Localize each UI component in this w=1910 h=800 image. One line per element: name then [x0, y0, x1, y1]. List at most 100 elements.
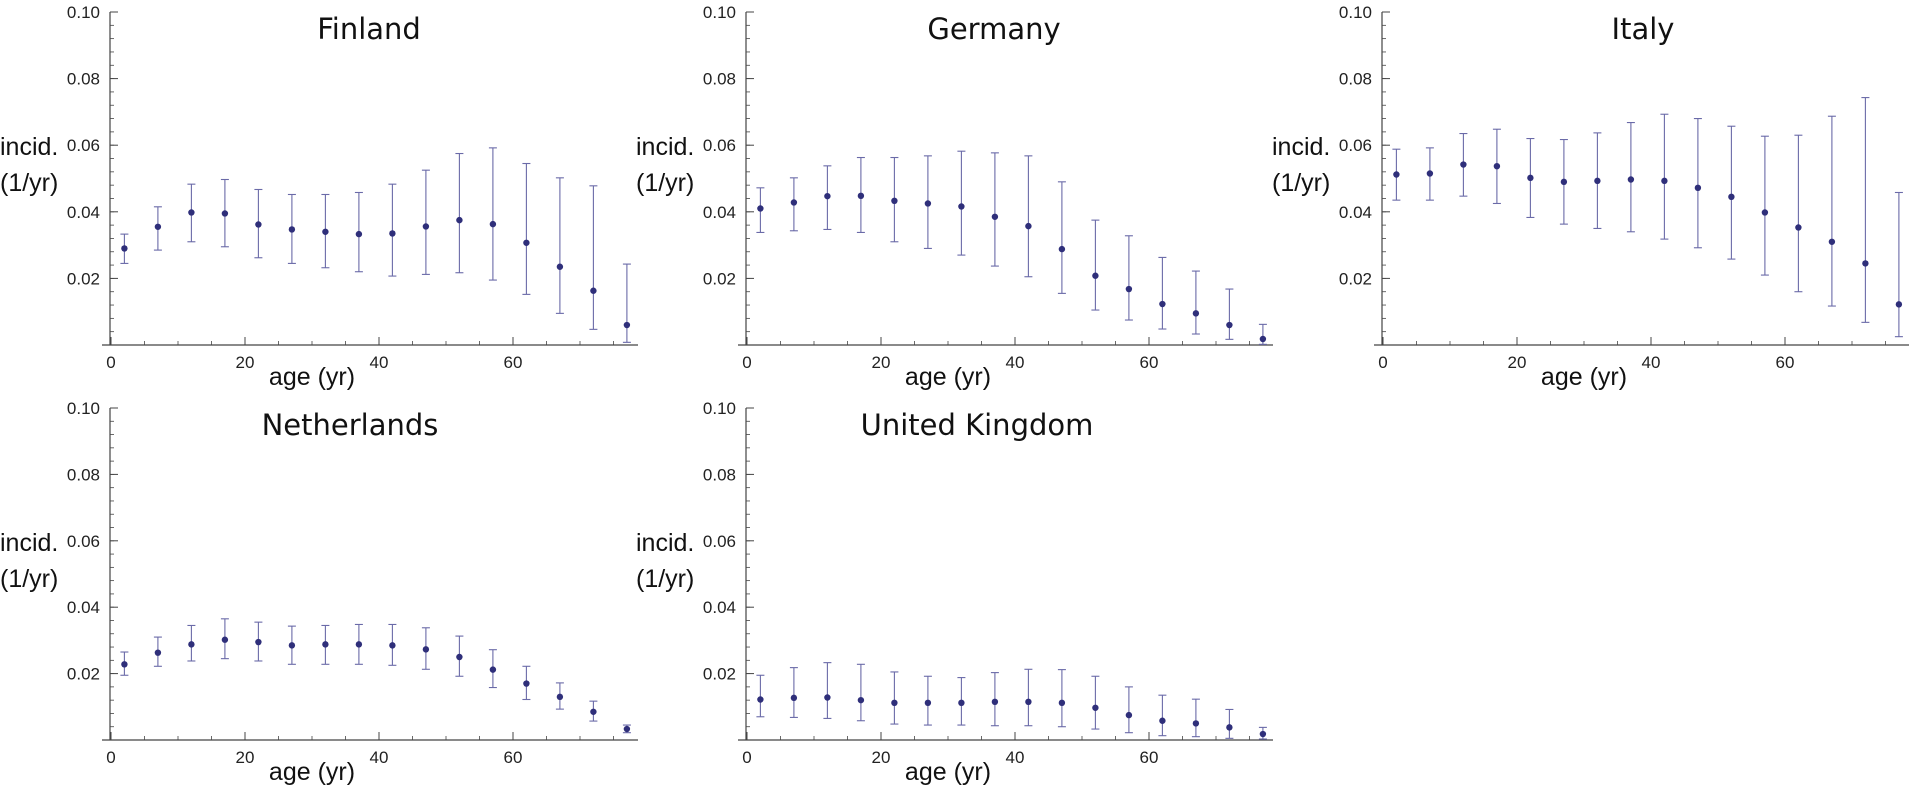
y-tick-label: 0.10 — [67, 3, 100, 22]
data-point — [590, 708, 597, 715]
x-axis-label: age (yr) — [1541, 363, 1627, 391]
y-tick-label: 0.06 — [67, 532, 100, 551]
data-point — [757, 696, 764, 703]
y-tick-label: 0.08 — [703, 70, 736, 89]
y-tick-label: 0.10 — [1339, 3, 1372, 22]
data-point — [1159, 300, 1166, 308]
data-point — [255, 638, 262, 646]
y-axis-label: incid. — [636, 529, 694, 557]
y-tick-label: 0.10 — [703, 399, 736, 418]
data-point — [221, 210, 229, 217]
error-bar — [1024, 155, 1033, 278]
data-point — [255, 221, 262, 228]
y-tick-label: 0.02 — [67, 269, 100, 288]
data-point — [1828, 238, 1836, 245]
x-tick-label: 0 — [106, 353, 115, 372]
data-point — [991, 698, 999, 706]
y-tick-label: 0.02 — [67, 665, 100, 684]
data-point — [1761, 209, 1769, 216]
data-point — [1092, 272, 1099, 279]
data-point — [456, 653, 463, 661]
error-bar — [890, 671, 899, 725]
data-point — [489, 220, 497, 228]
error-bar — [1158, 694, 1167, 737]
x-tick-label: 60 — [504, 748, 523, 767]
x-tick-label: 60 — [1776, 353, 1795, 372]
data-point — [322, 228, 329, 235]
data-point — [1226, 321, 1233, 329]
x-tick-label: 40 — [370, 748, 389, 767]
data-point — [991, 213, 999, 220]
data-point — [456, 216, 463, 224]
data-point — [1259, 730, 1267, 738]
panel-united-kingdom: 0.02 0.04 0.06 0.08 0.10 0 20 40 60 United Kingdo… — [636, 399, 1273, 786]
data-point — [221, 636, 229, 643]
data-point — [891, 699, 898, 707]
data-point — [757, 205, 764, 212]
x-axis-label: age (yr) — [269, 758, 355, 786]
error-bar — [856, 663, 865, 722]
y-tick-label: 0.02 — [1339, 269, 1372, 288]
error-bar — [957, 150, 966, 256]
data-point — [1125, 285, 1133, 293]
data-point — [1594, 177, 1601, 185]
data-point — [1025, 698, 1032, 706]
data-point — [154, 223, 162, 230]
error-bar — [421, 169, 430, 275]
x-tick-label: 0 — [742, 353, 751, 372]
x-tick-label: 40 — [1006, 748, 1025, 767]
panel-italy: 0.02 0.04 0.06 0.08 0.10 0 20 40 60 Italy age (yr)… — [1272, 3, 1909, 391]
data-point — [1259, 335, 1267, 343]
error-bar — [555, 177, 564, 314]
x-tick-label: 40 — [1006, 353, 1025, 372]
error-bar — [1158, 256, 1167, 330]
data-point — [623, 321, 631, 329]
y-axis-label: incid. — [1272, 133, 1330, 161]
error-bar — [1861, 97, 1870, 323]
y-tick-label: 0.06 — [703, 532, 736, 551]
data-point — [958, 699, 965, 707]
panel-netherlands: 0.02 0.04 0.06 0.08 0.10 0 20 40 60 Netherlands ag… — [0, 399, 638, 786]
data-point — [355, 230, 363, 238]
y-tick-label: 0.02 — [703, 269, 736, 288]
error-bar — [1124, 235, 1133, 321]
x-tick-label: 60 — [504, 353, 523, 372]
data-point — [523, 239, 530, 246]
data-point — [924, 200, 932, 207]
y-tick-label: 0.04 — [67, 598, 100, 617]
panel-title: Italy — [1612, 12, 1675, 46]
error-bar — [823, 662, 832, 719]
x-tick-label: 20 — [872, 748, 891, 767]
data-point — [188, 209, 195, 216]
data-point — [1226, 724, 1233, 731]
error-bar — [455, 152, 464, 274]
x-axis-label: age (yr) — [905, 758, 991, 786]
panel-title: Netherlands — [262, 408, 439, 442]
data-point — [288, 642, 296, 649]
panel-title: Germany — [927, 12, 1060, 46]
error-bar — [1794, 134, 1803, 293]
error-bar — [1760, 135, 1769, 276]
x-tick-label: 40 — [1642, 353, 1661, 372]
y-tick-label: 0.04 — [1339, 203, 1372, 222]
x-tick-label: 40 — [370, 353, 389, 372]
y-tick-label: 0.04 — [703, 598, 736, 617]
x-tick-label: 60 — [1140, 353, 1159, 372]
error-bar — [589, 185, 598, 330]
data-point — [1493, 162, 1501, 170]
data-point — [556, 693, 564, 701]
data-point — [1025, 222, 1032, 230]
data-point — [422, 223, 430, 230]
error-bar — [488, 147, 497, 281]
panel-title: Finland — [317, 12, 421, 46]
error-bar — [1727, 125, 1736, 260]
data-point — [556, 263, 564, 270]
data-point — [1694, 184, 1702, 192]
data-point — [355, 641, 363, 648]
y-tick-label: 0.10 — [67, 399, 100, 418]
error-bar — [1091, 219, 1100, 311]
data-point — [1560, 178, 1568, 186]
y-tick-label: 0.08 — [67, 70, 100, 89]
data-point — [1058, 245, 1066, 253]
